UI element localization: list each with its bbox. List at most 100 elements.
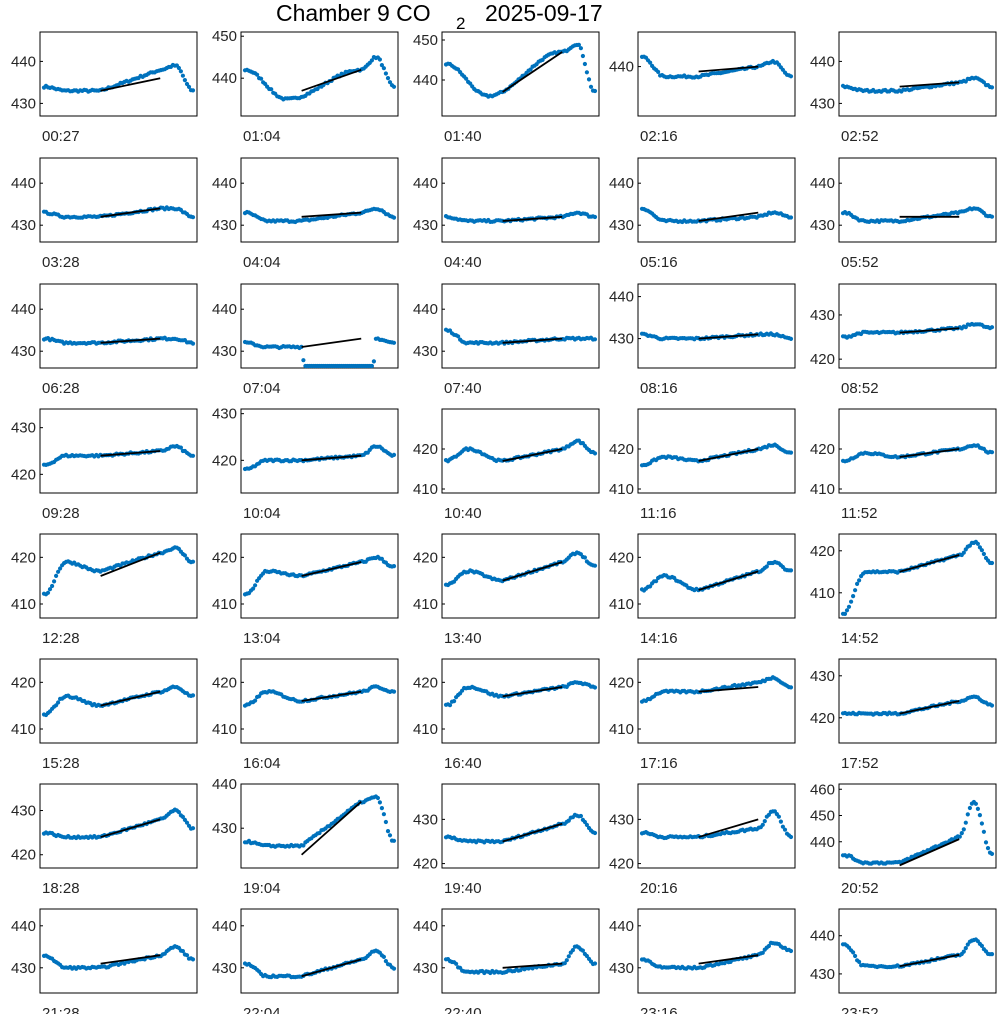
data-point xyxy=(961,827,966,832)
fit-line xyxy=(502,51,563,93)
data-point xyxy=(989,851,995,857)
data-point xyxy=(381,954,386,960)
ytick-label: 410 xyxy=(609,596,634,613)
fit-line xyxy=(301,561,362,577)
subplot-time-label: 06:28 xyxy=(42,380,80,397)
fit-line xyxy=(698,333,759,340)
ytick-label: 430 xyxy=(413,217,438,234)
fit-line xyxy=(502,448,563,462)
subplot-1604: 410 420 16:04 xyxy=(212,658,399,772)
data-point xyxy=(375,795,380,801)
subplot-1116: 410 420 11:16 xyxy=(609,408,796,522)
ytick-label: 420 xyxy=(11,847,36,864)
figure-title: Chamber 9 CO 2 2025-09-17 xyxy=(0,0,1000,40)
data-point xyxy=(178,69,183,74)
data-point xyxy=(762,819,767,824)
data-point xyxy=(989,450,995,455)
subplot-1416: 410 420 14:16 xyxy=(609,533,796,647)
subplot-time-label: 16:04 xyxy=(243,755,281,772)
data-point xyxy=(299,344,304,349)
subplot-1304: 410 420 13:04 xyxy=(212,533,399,647)
data-point xyxy=(780,824,786,829)
data-point xyxy=(764,564,769,569)
data-point xyxy=(584,953,590,959)
data-point xyxy=(253,583,258,588)
axes-box xyxy=(441,157,600,243)
data-point xyxy=(447,703,453,708)
subplot-0704: 430 440 07:04 xyxy=(212,283,399,397)
axes-box xyxy=(240,157,399,243)
data-point xyxy=(385,829,391,834)
data-point xyxy=(977,813,983,818)
data-point xyxy=(255,72,260,77)
ytick-label: 410 xyxy=(609,481,634,498)
subplot-time-label: 22:40 xyxy=(444,1005,482,1014)
data-point xyxy=(788,948,794,954)
axes-box xyxy=(240,533,399,619)
data-point xyxy=(989,325,995,330)
ytick-label: 420 xyxy=(212,452,237,469)
subplot-2352: 430 440 23:52 xyxy=(810,908,997,1014)
data-point xyxy=(857,578,862,583)
subplot-time-label: 22:04 xyxy=(243,1005,281,1014)
fit-line xyxy=(899,448,960,458)
data-point xyxy=(379,63,384,68)
ytick-label: 420 xyxy=(11,466,36,483)
ytick-label: 430 xyxy=(413,811,438,828)
subplot-time-label: 20:16 xyxy=(640,880,678,897)
axes-box xyxy=(240,31,399,117)
data-point xyxy=(855,581,860,587)
data-point xyxy=(391,452,397,457)
axes-box xyxy=(441,783,600,869)
data-point xyxy=(190,957,196,962)
fit-line xyxy=(301,958,362,978)
fit-line xyxy=(301,337,362,348)
fit-line xyxy=(301,801,362,856)
data-point xyxy=(381,812,386,817)
data-point xyxy=(788,450,794,455)
subplot-time-label: 09:28 xyxy=(42,505,80,522)
subplot-2128: 430 440 21:28 xyxy=(11,908,198,1014)
data-point xyxy=(570,948,576,953)
subplot-0552: 430 440 05:52 xyxy=(810,157,997,271)
subplot-1452: 410 420 14:52 xyxy=(810,533,997,647)
data-point xyxy=(979,548,985,553)
ytick-label: 410 xyxy=(810,585,835,602)
ytick-label: 420 xyxy=(413,674,438,691)
ytick-label: 430 xyxy=(212,406,237,423)
ytick-label: 430 xyxy=(609,331,634,348)
subplot-time-label: 17:16 xyxy=(640,755,678,772)
data-point xyxy=(584,822,590,828)
axes-box xyxy=(838,658,997,744)
ytick-label: 450 xyxy=(810,808,835,825)
fit-line xyxy=(502,561,563,582)
ytick-label: 430 xyxy=(11,217,36,234)
subplot-1040: 410 420 10:40 xyxy=(413,408,600,522)
ytick-label: 420 xyxy=(609,549,634,566)
ytick-label: 420 xyxy=(413,549,438,566)
data-point xyxy=(975,541,981,546)
axes-box xyxy=(441,658,600,744)
data-point xyxy=(983,840,989,845)
subplot-time-label: 05:52 xyxy=(841,254,879,271)
axes-box xyxy=(39,658,198,744)
ytick-label: 410 xyxy=(212,596,237,613)
subplot-0440: 430 440 04:40 xyxy=(413,157,600,271)
data-point xyxy=(387,80,393,85)
ytick-label: 440 xyxy=(413,918,438,935)
data-point xyxy=(981,551,987,557)
data-point xyxy=(391,689,397,694)
fit-line xyxy=(698,211,759,222)
fit-line xyxy=(100,690,161,707)
subplot-time-label: 20:52 xyxy=(841,880,879,897)
subplot-time-label: 19:04 xyxy=(243,880,281,897)
subplot-1828: 420 430 18:28 xyxy=(11,783,198,897)
ytick-label: 430 xyxy=(810,217,835,234)
data-point xyxy=(592,961,598,966)
ytick-label: 410 xyxy=(413,596,438,613)
ytick-label: 420 xyxy=(11,549,36,566)
ytick-label: 430 xyxy=(810,95,835,112)
subplot-1152: 410 420 11:52 xyxy=(810,408,997,522)
ytick-label: 410 xyxy=(11,721,36,738)
subplot-1716: 410 420 17:16 xyxy=(609,658,796,772)
